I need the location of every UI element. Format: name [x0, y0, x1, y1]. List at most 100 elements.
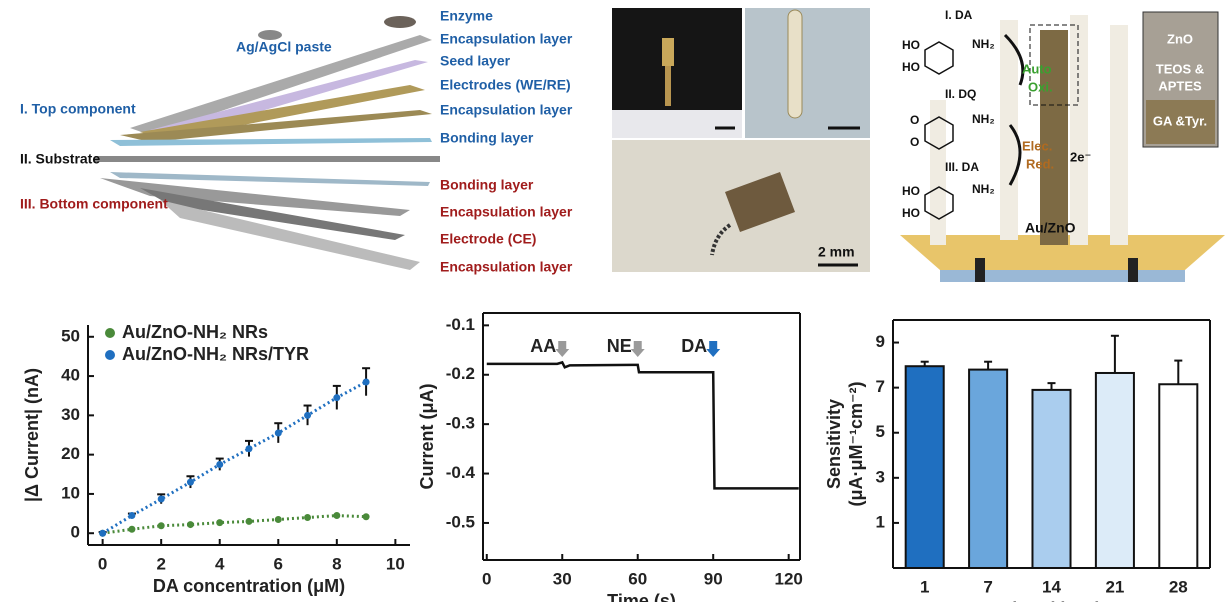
- oxidation-label: Auto: [1022, 61, 1052, 76]
- pillar: [1070, 15, 1088, 245]
- annotation: DA: [681, 336, 707, 356]
- part-label: II. Substrate: [20, 151, 100, 167]
- bar: [906, 366, 944, 568]
- x-axis-label: DA concentration (μM): [153, 576, 345, 596]
- point: [216, 461, 223, 468]
- scale-label: 2 mm: [818, 244, 855, 260]
- group: O: [910, 113, 919, 127]
- probe: [662, 38, 674, 66]
- contact: [975, 258, 985, 282]
- pillar: [1000, 20, 1018, 240]
- point: [246, 518, 253, 525]
- layer-label: Seed layer: [440, 53, 511, 69]
- y-tick-label: 0: [71, 523, 80, 542]
- substrate: [95, 156, 440, 162]
- reduction-label: Elec.: [1022, 138, 1052, 153]
- annotation: NE: [607, 336, 632, 356]
- layer-label: Encapsulation layer: [440, 31, 573, 47]
- point: [158, 522, 165, 529]
- x-tick-label: 2: [156, 554, 165, 573]
- electrons-label: 2e⁻: [1070, 149, 1091, 164]
- x-tick-label: 1: [920, 577, 929, 596]
- probe: [788, 10, 802, 118]
- paste-label: Ag/AgCl paste: [236, 39, 332, 55]
- y-axis-label: (μA·μM⁻¹cm⁻²): [846, 381, 866, 506]
- group: HO: [902, 206, 920, 220]
- part-label: III. Bottom component: [20, 196, 168, 212]
- enzyme-layer: [384, 16, 416, 28]
- y-tick-label: 30: [61, 405, 80, 424]
- annotation: AA: [530, 336, 556, 356]
- inset-label: GA &Tyr.: [1153, 113, 1207, 128]
- x-tick-label: 10: [386, 554, 405, 573]
- probe: [665, 66, 671, 106]
- pillar: [930, 100, 946, 245]
- point: [333, 394, 340, 401]
- bar: [969, 370, 1007, 568]
- point: [216, 519, 223, 526]
- y-axis-label: |Δ Current| (nA): [22, 368, 42, 502]
- layer-label: Bonding layer: [440, 177, 534, 193]
- x-tick-label: 30: [553, 569, 572, 588]
- group: HO: [902, 60, 920, 74]
- inset-label: TEOS &: [1156, 61, 1204, 76]
- legend-label: Au/ZnO-NH₂ NRs: [122, 322, 268, 342]
- inset-label: APTES: [1158, 78, 1202, 93]
- x-tick-label: 0: [482, 569, 491, 588]
- group: NH₂: [972, 37, 995, 51]
- x-tick-label: 0: [98, 554, 107, 573]
- y-tick-label: -0.3: [446, 414, 475, 433]
- y-tick-label: 40: [61, 366, 80, 385]
- y-tick-label: 50: [61, 326, 80, 345]
- photo-surface: [612, 110, 742, 138]
- photos: [612, 8, 870, 272]
- y-tick-label: 3: [876, 467, 885, 486]
- bar: [1159, 384, 1197, 568]
- contact: [1128, 258, 1138, 282]
- photo: [745, 8, 870, 138]
- y-tick-label: -0.5: [446, 512, 475, 531]
- y-tick-label: 5: [876, 422, 885, 441]
- electrode-label: Au/ZnO: [1025, 220, 1076, 236]
- x-tick-label: 4: [215, 554, 225, 573]
- oxidation-label: Oxi.: [1028, 79, 1053, 94]
- figure: Ag/AgCl paste I. Top component II. Subst…: [0, 0, 1225, 602]
- legend-marker: [105, 350, 115, 360]
- group: HO: [902, 184, 920, 198]
- point: [99, 530, 106, 537]
- pillar: [1110, 25, 1128, 245]
- group: O: [910, 135, 919, 149]
- x-tick-label: 120: [774, 569, 802, 588]
- bar: [1032, 390, 1070, 568]
- layer-label: Electrodes (WE/RE): [440, 77, 571, 93]
- y-tick-label: 7: [876, 377, 885, 396]
- point: [158, 496, 165, 503]
- layer-label: Encapsulation layer: [440, 102, 573, 118]
- inset-label: ZnO: [1167, 31, 1193, 46]
- y-tick-label: -0.1: [446, 315, 475, 334]
- legend-marker: [105, 328, 115, 338]
- bar: [1096, 373, 1134, 568]
- y-tick-label: -0.2: [446, 364, 475, 383]
- group: NH₂: [972, 112, 995, 126]
- reduction-label: Red.: [1026, 156, 1054, 171]
- point: [187, 521, 194, 528]
- y-axis-label: Sensitivity: [824, 399, 844, 489]
- part-label: I. Top component: [20, 101, 136, 117]
- y-axis-label: Current (μA): [417, 383, 437, 489]
- point: [128, 526, 135, 533]
- x-tick-label: 8: [332, 554, 341, 573]
- y-tick-label: 10: [61, 483, 80, 502]
- point: [304, 412, 311, 419]
- y-tick-label: 9: [876, 332, 885, 351]
- step-label: III. DA: [945, 160, 979, 174]
- step-label: I. DA: [945, 8, 973, 22]
- point: [304, 514, 311, 521]
- point: [275, 430, 282, 437]
- group: HO: [902, 38, 920, 52]
- x-tick-label: 7: [983, 577, 992, 596]
- x-tick-label: 21: [1105, 577, 1124, 596]
- x-axis-label: Time (s): [607, 591, 676, 602]
- point: [246, 445, 253, 452]
- group: NH₂: [972, 182, 995, 196]
